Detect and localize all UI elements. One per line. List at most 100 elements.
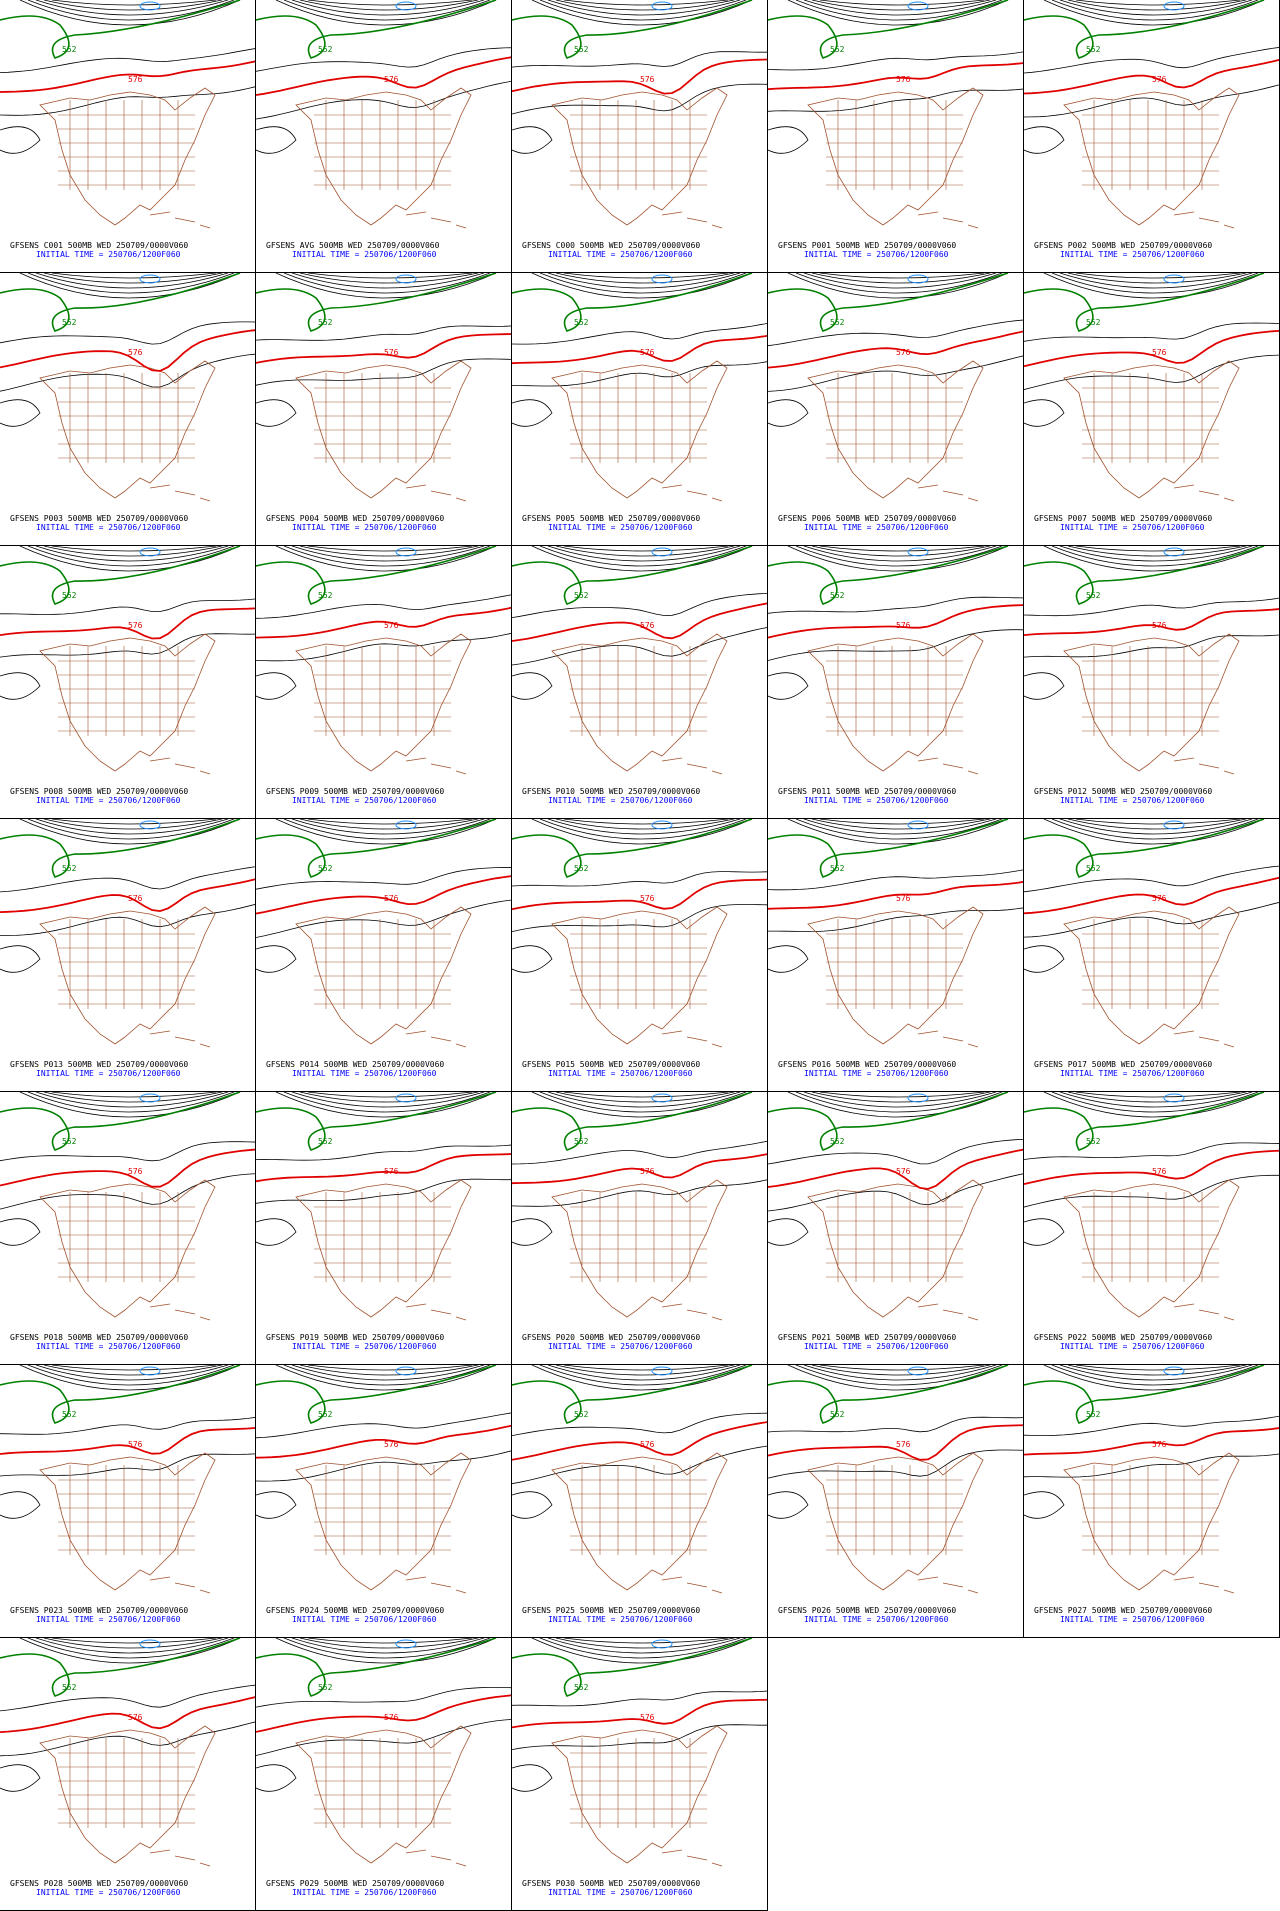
panel-title: GFSENS P030 500MB WED 250709/0000V060 (522, 1879, 700, 1888)
contour-552 (512, 1092, 753, 1151)
map: 552 576 GFSENS P004 500MB WED 250709/0000V… (256, 273, 511, 532)
height-contour (1024, 865, 1279, 893)
height-contour (512, 1218, 553, 1246)
height-contour (1043, 819, 1265, 845)
height-contour (299, 1365, 479, 1376)
height-contour (283, 0, 491, 21)
contour-label: 576 (1152, 1440, 1167, 1449)
height-contour (275, 273, 497, 299)
height-contour (512, 1491, 553, 1519)
height-contour (563, 0, 729, 6)
contour-label: 576 (1152, 75, 1167, 84)
height-contour (539, 273, 747, 294)
contour-label: 552 (318, 591, 333, 600)
height-contour (291, 1638, 485, 1654)
height-contour (43, 819, 223, 830)
height-contour (0, 672, 41, 700)
map-panel: 552 576 GFSENS P007 500MB WED 250709/0000V… (1024, 273, 1280, 546)
height-contour (1024, 47, 1279, 74)
height-contour (563, 546, 729, 552)
map-panel: 552 576 GFSENS AVG 500MB WED 250709/0000V0… (256, 0, 512, 273)
low-center (651, 1, 673, 11)
islands (405, 1849, 467, 1867)
islands (661, 1303, 723, 1321)
contour-552 (768, 1092, 1009, 1151)
contour-label: 576 (1152, 621, 1167, 630)
map-panel: 552 576 GFSENS P028 500MB WED 250709/0000V… (0, 1638, 256, 1911)
height-contour (795, 1365, 1003, 1386)
height-contour (291, 546, 485, 562)
height-contour (1059, 273, 1253, 289)
height-contour (1067, 546, 1247, 557)
contour-label: 552 (62, 591, 77, 600)
map: 552 576 GFSENS P003 500MB WED 250709/0000V… (0, 273, 255, 532)
low-center (395, 1366, 417, 1376)
map-panel: 552 576 GFSENS P029 500MB WED 250709/0000V… (256, 1638, 512, 1911)
map: 552 576 GFSENS P014 500MB WED 250709/0000V… (256, 819, 511, 1078)
map-panel: 552 576 GFSENS P011 500MB WED 250709/0000V… (768, 546, 1024, 819)
height-contour (768, 945, 809, 973)
height-contour (0, 598, 255, 615)
islands (149, 1576, 211, 1594)
map: 552 576 GFSENS P015 500MB WED 250709/0000V… (512, 819, 767, 1078)
height-contour (299, 1092, 479, 1103)
height-contour (555, 273, 735, 284)
contour-552 (0, 546, 241, 605)
height-contour (803, 819, 997, 835)
height-contour (531, 819, 753, 845)
coastline (39, 1179, 216, 1318)
height-contour (19, 273, 241, 299)
height-contour (1067, 273, 1247, 284)
map: 552 576 GFSENS P005 500MB WED 250709/0000V… (512, 273, 767, 532)
height-contour (531, 546, 753, 572)
panel-title: GFSENS P001 500MB WED 250709/0000V060 (778, 241, 956, 250)
height-contour (1075, 273, 1241, 279)
contour-label: 552 (574, 318, 589, 327)
islands (149, 1303, 211, 1321)
contour-label: 552 (318, 1137, 333, 1146)
height-contour (803, 1092, 997, 1108)
panel-title: GFSENS P008 500MB WED 250709/0000V060 (10, 787, 188, 796)
height-contour (43, 1092, 223, 1103)
contour-576 (768, 1148, 1023, 1190)
islands (1173, 1303, 1235, 1321)
contour-552 (512, 0, 753, 59)
height-contour (256, 1491, 297, 1519)
low-center (139, 1366, 161, 1376)
height-contour (1024, 322, 1279, 342)
height-contour (803, 1365, 997, 1381)
height-contour (0, 48, 255, 73)
coastline (807, 1452, 984, 1591)
panel-init-time: INITIAL TIME = 250706/1200F060 (1060, 523, 1205, 532)
contour-label: 552 (1086, 864, 1101, 873)
height-contour (0, 633, 255, 658)
height-contour (819, 1092, 985, 1098)
height-contour (531, 1638, 753, 1664)
height-contour (555, 1638, 735, 1649)
height-contour (1043, 1365, 1265, 1391)
contour-552 (768, 0, 1009, 59)
height-contour (27, 546, 235, 567)
low-center (1163, 1093, 1185, 1103)
height-contour (256, 1144, 511, 1161)
height-contour (819, 546, 985, 552)
height-contour (539, 546, 747, 567)
panel-title: GFSENS P002 500MB WED 250709/0000V060 (1034, 241, 1212, 250)
height-contour (256, 325, 511, 341)
low-center (651, 820, 673, 830)
map: 552 576 GFSENS P023 500MB WED 250709/0000V… (0, 1365, 255, 1624)
height-contour (27, 819, 235, 840)
panel-title: GFSENS P015 500MB WED 250709/0000V060 (522, 1060, 700, 1069)
map: 552 576 GFSENS P001 500MB WED 250709/0000V… (768, 0, 1023, 259)
contour-label: 552 (830, 591, 845, 600)
panel-init-time: INITIAL TIME = 250706/1200F060 (804, 1342, 949, 1351)
contour-label: 576 (640, 894, 655, 903)
islands (405, 1576, 467, 1594)
panel-title: GFSENS P018 500MB WED 250709/0000V060 (10, 1333, 188, 1342)
map: 552 576 GFSENS P024 500MB WED 250709/0000V… (256, 1365, 511, 1624)
height-contour (19, 1365, 241, 1391)
contour-576 (256, 56, 511, 96)
contour-label: 576 (896, 894, 911, 903)
height-contour (35, 1638, 229, 1654)
contour-552 (0, 1365, 241, 1424)
